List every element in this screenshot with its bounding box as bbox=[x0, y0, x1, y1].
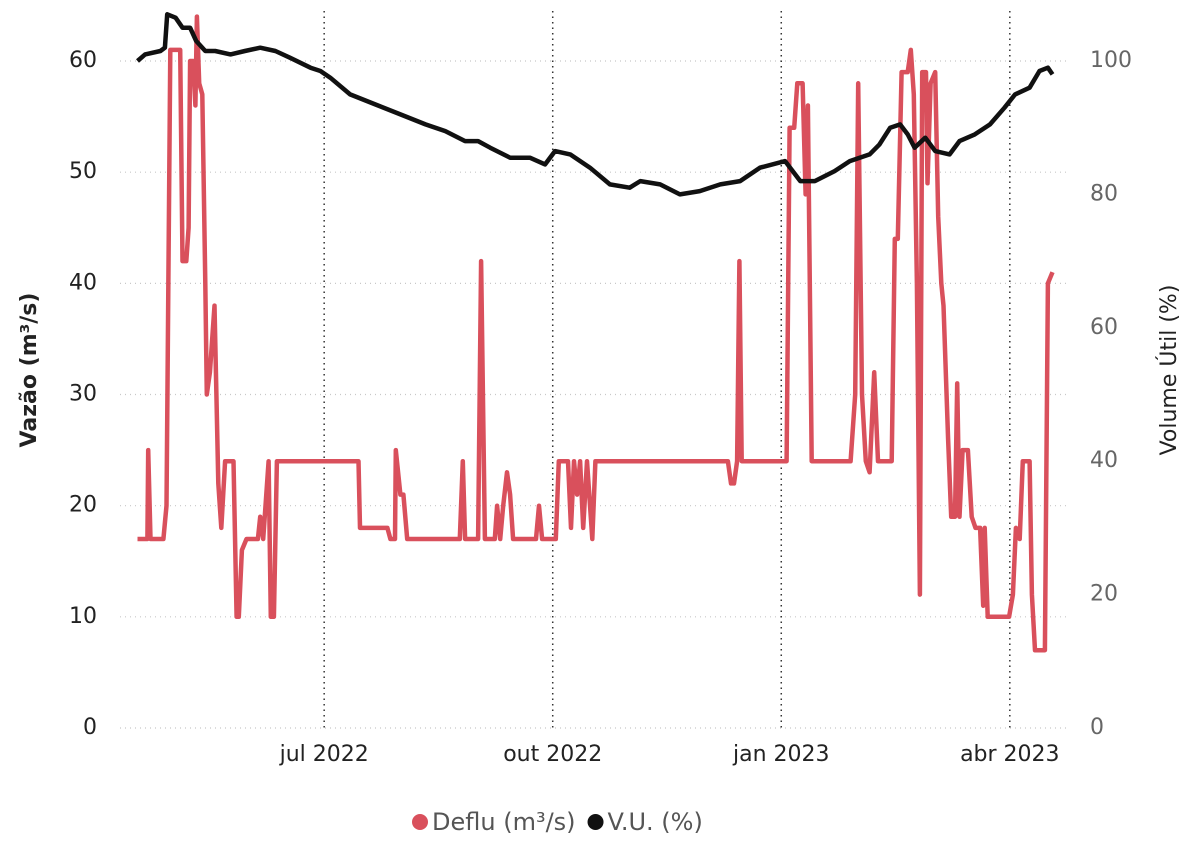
y2-tick-label: 40 bbox=[1090, 448, 1118, 473]
x-tick-label: jan 2023 bbox=[732, 742, 830, 767]
y-tick-label: 40 bbox=[69, 270, 97, 295]
x-tick-label: abr 2023 bbox=[960, 742, 1059, 767]
y-axis-title: Vazão (m³/s) bbox=[17, 293, 42, 448]
legend-marker bbox=[587, 814, 604, 830]
x-tick-label: out 2022 bbox=[503, 742, 602, 767]
y2-tick-label: 100 bbox=[1090, 48, 1132, 73]
y2-tick-label: 60 bbox=[1090, 315, 1118, 340]
y-tick-label: 0 bbox=[83, 715, 97, 740]
legend-marker bbox=[412, 814, 428, 830]
y2-tick-label: 20 bbox=[1090, 582, 1118, 607]
y2-tick-label: 80 bbox=[1090, 181, 1118, 206]
legend-label: Deflu (m³/s) bbox=[432, 808, 576, 836]
x-tick-label: jul 2022 bbox=[279, 742, 369, 767]
legend: Deflu (m³/s) V.U. (%) bbox=[412, 808, 703, 836]
legend-label: V.U. (%) bbox=[608, 808, 703, 836]
y2-axis-title: Volume Útil (%) bbox=[1156, 285, 1182, 456]
y-tick-label: 60 bbox=[69, 48, 97, 73]
y-tick-label: 10 bbox=[69, 604, 97, 629]
series-line bbox=[137, 14, 1055, 653]
y2-tick-label: 0 bbox=[1090, 715, 1104, 740]
y-tick-label: 50 bbox=[69, 159, 97, 184]
y-tick-label: 20 bbox=[69, 493, 97, 518]
y-tick-label: 30 bbox=[69, 382, 97, 407]
series-line bbox=[136, 12, 1055, 197]
